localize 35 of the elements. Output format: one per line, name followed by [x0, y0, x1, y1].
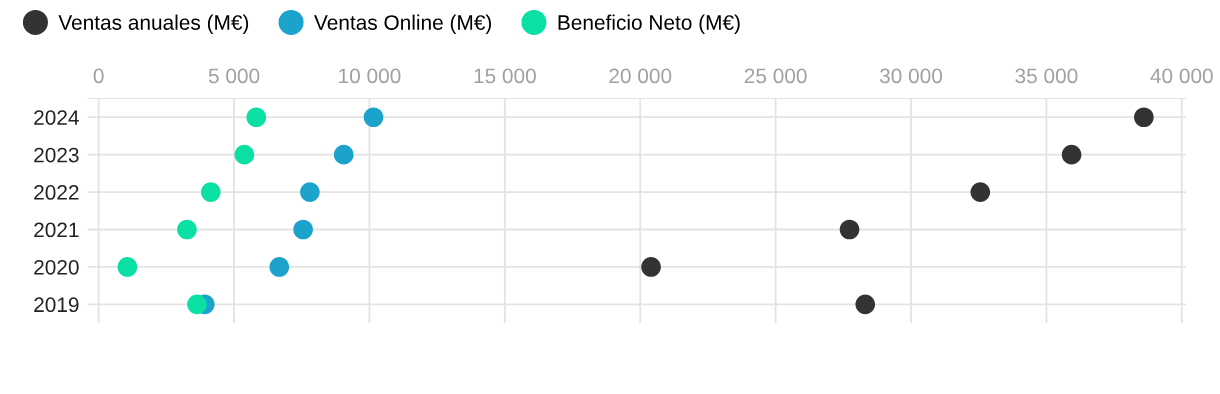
x-tick-label: 0	[93, 68, 104, 84]
point	[970, 182, 991, 202]
x-tick-label: 15 000	[474, 68, 536, 84]
x-tick-label: 35 000	[1015, 68, 1078, 84]
legend-label: Ventas anuales (M€)	[58, 14, 249, 34]
point	[363, 107, 384, 128]
point	[234, 144, 255, 165]
point	[855, 294, 876, 315]
legend-label: Ventas Online (M€)	[314, 14, 492, 34]
point	[1061, 144, 1082, 165]
y-tick-label: 2024	[34, 110, 79, 125]
x-tick-label: 40 000	[1150, 68, 1213, 84]
y-tick-label: 2020	[34, 259, 79, 275]
point	[333, 144, 354, 165]
point	[246, 107, 267, 128]
point	[117, 257, 138, 277]
point	[839, 219, 860, 240]
point	[177, 219, 197, 240]
point	[200, 182, 221, 202]
point	[641, 257, 661, 277]
x-tick-label: 30 000	[879, 68, 943, 84]
y-tick-label: 2019	[34, 297, 79, 313]
point	[269, 257, 290, 277]
y-tick-label: 2021	[34, 222, 79, 238]
point	[293, 219, 313, 240]
x-tick-label: 25 000	[744, 68, 807, 84]
point	[187, 294, 207, 315]
point	[300, 182, 320, 202]
y-tick-label: 2023	[34, 147, 79, 163]
x-tick-label: 10 000	[339, 68, 401, 84]
x-tick-label: 20 000	[609, 68, 672, 84]
y-tick-label: 2022	[34, 185, 79, 200]
legend-label: Beneficio Neto (M€)	[558, 14, 740, 34]
x-tick-label: 5 000	[208, 68, 260, 84]
point	[1134, 107, 1154, 128]
